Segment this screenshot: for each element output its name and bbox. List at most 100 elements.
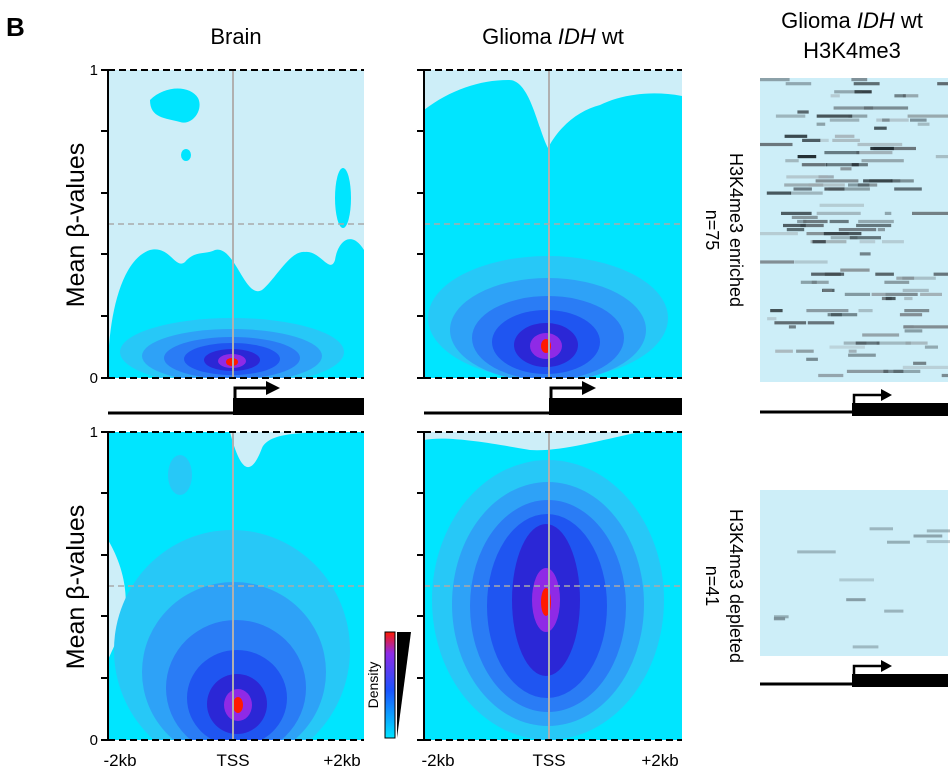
row-count-depleted: n=41 <box>702 566 722 607</box>
heatmap-background <box>760 490 948 656</box>
h3k4me3-heatmap-enriched <box>760 78 948 382</box>
arrowhead-icon <box>582 381 596 395</box>
heatmap-signal <box>800 280 817 284</box>
heatmap-signal <box>829 345 865 349</box>
tss-arrow <box>233 386 270 398</box>
heatmap-signal <box>849 236 881 240</box>
h3k4me3-heatmap-depleted <box>760 490 950 656</box>
y-tick-label-0: 0 <box>90 370 98 387</box>
heatmap-signal <box>827 313 858 317</box>
heatmap-signal <box>896 276 915 280</box>
heatmap-signal <box>830 94 840 98</box>
ylabel-bottom: Mean β-values <box>62 505 90 669</box>
heatmap-signal <box>858 219 894 224</box>
heatmap-signal <box>822 288 832 292</box>
heatmap-signal <box>856 151 893 155</box>
heatmap-signal <box>869 527 893 531</box>
panel-glioma-depleted <box>424 432 682 740</box>
heatmap-signal <box>913 534 943 538</box>
heatmap-signal <box>839 578 874 582</box>
heatmap-signal <box>819 138 829 142</box>
heatmap-signal <box>862 333 900 337</box>
heatmap-signal <box>937 82 948 86</box>
density-blob-small <box>181 149 191 161</box>
heatmap-signal <box>875 272 894 276</box>
col-title-glioma-c: wt <box>596 24 624 49</box>
heatmap-signal <box>884 211 892 215</box>
heatmap-signal <box>874 126 887 130</box>
heatmap-signal <box>790 191 823 195</box>
heatmap-signal <box>824 151 860 155</box>
heatmap-signal <box>855 341 880 345</box>
ylabel-top: Mean β-values <box>62 143 90 307</box>
heatmap-signal <box>857 183 878 187</box>
x-tick-label-plus2kb: +2kb <box>323 751 360 770</box>
heatmap-signal <box>846 598 866 602</box>
panel-letter: B <box>6 12 25 42</box>
heatmap-signal <box>859 240 876 244</box>
heatmap-signal <box>838 228 877 232</box>
heatmap-signal <box>883 369 904 373</box>
heatmap-signal <box>894 94 906 98</box>
heatmap-signal <box>876 341 911 345</box>
legend-wedge <box>397 632 411 738</box>
heatmap-signal <box>882 118 890 122</box>
col3-title: Glioma IDH wt <box>781 8 923 33</box>
heatmap-signal <box>871 292 886 296</box>
y-tick-label-1: 1 <box>90 424 98 441</box>
heatmap-signal <box>785 82 812 86</box>
heatmap-signal <box>857 142 903 147</box>
heatmap-signal <box>863 179 893 183</box>
heatmap-signal <box>766 191 792 195</box>
heatmap-signal <box>854 90 872 94</box>
heatmap-signal <box>797 219 807 224</box>
density-peak <box>233 697 243 713</box>
heatmap-signal <box>913 361 927 365</box>
density-notch-left <box>108 540 126 660</box>
heatmap-signal <box>882 240 904 244</box>
heatmap-signal <box>876 118 909 122</box>
heatmap-signal <box>784 183 824 187</box>
heatmap-signal <box>767 317 777 321</box>
heatmap-signal <box>788 325 796 329</box>
panel-glioma-enriched <box>424 70 682 378</box>
heatmap-signal <box>829 219 849 224</box>
heatmap-signal <box>907 114 948 118</box>
heatmap-signal <box>791 215 818 219</box>
heatmap-signal <box>884 280 910 284</box>
legend-colorbar <box>384 631 396 739</box>
row-count-enriched: n=75 <box>702 210 722 251</box>
heatmap-signal <box>830 236 858 240</box>
heatmap-signal <box>863 106 909 110</box>
heatmap-signal <box>848 349 857 353</box>
heatmap-signal <box>828 187 870 191</box>
heatmap-signal <box>853 82 880 86</box>
heatmap-signal <box>797 155 817 159</box>
heatmap-signal <box>912 211 948 215</box>
tss-arrow <box>852 393 884 403</box>
heatmap-signal <box>899 313 923 317</box>
heatmap-signal <box>933 272 948 276</box>
heatmap-signal <box>833 106 874 110</box>
heatmap-signal <box>811 280 829 284</box>
col-title-glioma-a: Glioma <box>482 24 552 49</box>
heatmap-signal <box>818 373 844 378</box>
heatmap-signal <box>904 329 923 333</box>
y-tick-label-0: 0 <box>90 732 98 749</box>
tss-arrow <box>852 664 884 674</box>
heatmap-rows <box>760 78 948 378</box>
density-blob-right <box>335 168 351 228</box>
heatmap-signal <box>848 114 868 118</box>
heatmap-signal <box>774 321 807 325</box>
heatmap-signal <box>832 138 860 142</box>
heatmap-signal <box>760 78 790 82</box>
arrowhead-icon <box>266 381 280 395</box>
heatmap-signal <box>856 223 892 228</box>
heatmap-signal <box>858 309 873 313</box>
heatmap-signal <box>848 353 876 357</box>
heatmap-signal <box>861 159 904 163</box>
x-tick-label-minus2kb: -2kb <box>421 751 454 770</box>
y-tick-label-1: 1 <box>90 62 98 79</box>
heatmap-signal <box>797 110 809 114</box>
heatmap-signal <box>784 134 808 138</box>
